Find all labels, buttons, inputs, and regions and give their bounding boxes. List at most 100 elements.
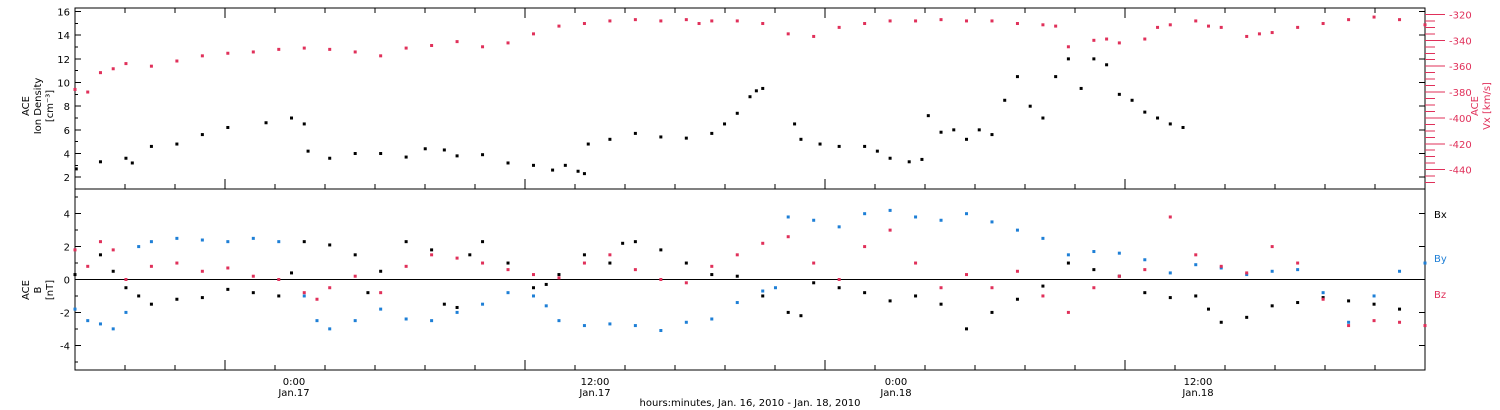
bfield-2-point-45: [1143, 268, 1147, 272]
legend-bz: Bz: [1434, 290, 1446, 301]
vx-0-point-48: [1156, 25, 1160, 29]
right-ylabel-line-2: Vx [km/s]: [1482, 82, 1493, 130]
density-0-point-0: [74, 167, 78, 171]
bfield-1-point-8: [200, 238, 204, 242]
density-0-point-9: [290, 116, 294, 120]
bfield-0-point-20: [455, 305, 459, 309]
top-ytick-label-7: 16: [57, 8, 70, 19]
bfield-0-point-54: [1206, 307, 1210, 311]
bfield-1-point-11: [277, 240, 281, 244]
density-0-point-65: [1168, 122, 1172, 126]
bfield-1-point-21: [506, 291, 510, 295]
vx-0-point-46: [1117, 41, 1121, 45]
vx-0-point-51: [1206, 24, 1210, 28]
density-0-point-10: [302, 122, 306, 126]
density-0-point-61: [1117, 92, 1121, 96]
bfield-0-point-14: [353, 253, 357, 257]
bfield-0-point-28: [608, 261, 612, 265]
bfield-0-point-29: [621, 241, 625, 245]
density-0-point-43: [888, 156, 892, 160]
bfield-2-point-38: [965, 273, 969, 277]
bfield-1-point-20: [481, 302, 485, 306]
vx-0-point-61: [1423, 23, 1427, 27]
bfield-1-point-57: [1372, 294, 1376, 298]
vx-0-point-24: [633, 18, 637, 22]
bfield-2-point-49: [1245, 271, 1249, 275]
top-ytick-label-0: 2: [64, 173, 70, 184]
bfield-1-point-39: [914, 215, 918, 219]
bfield-2-point-0: [73, 248, 77, 252]
density-0-point-4: [149, 144, 153, 148]
density-0-point-52: [1003, 98, 1007, 102]
vx-0-point-53: [1245, 34, 1249, 38]
bfield-0-point-16: [379, 269, 383, 273]
bfield-0-point-52: [1168, 296, 1172, 300]
density-0-point-6: [200, 133, 204, 137]
bfield-0-point-61: [1372, 302, 1376, 306]
vx-0-point-12: [328, 47, 332, 51]
bfield-1-point-55: [1321, 291, 1325, 295]
density-0-point-29: [659, 135, 663, 139]
vx-0-point-10: [277, 47, 281, 51]
density-0-point-24: [576, 169, 580, 173]
bfield-1-point-19: [455, 310, 459, 314]
bfield-2-point-7: [200, 269, 204, 273]
bfield-2-point-51: [1296, 261, 1300, 265]
bfield-1-point-17: [404, 317, 408, 321]
bfield-2-point-40: [1015, 269, 1019, 273]
density-0-point-36: [761, 86, 765, 90]
vx-0-point-36: [914, 19, 918, 23]
vx-0-point-7: [200, 54, 204, 58]
bfield-0-point-55: [1219, 320, 1223, 324]
bfield-0-point-32: [684, 261, 688, 265]
bfield-0-point-24: [531, 286, 535, 290]
bfield-2-point-36: [914, 261, 918, 265]
density-0-point-21: [531, 163, 535, 167]
bfield-2-point-53: [1347, 324, 1351, 328]
bfield-2-point-19: [481, 261, 485, 265]
vx-0-point-4: [124, 62, 128, 66]
bfield-1-point-14: [328, 327, 332, 331]
vx-0-point-41: [1041, 23, 1045, 27]
right-ytick-label-1: -340: [1449, 36, 1472, 47]
vx-0-point-25: [659, 19, 663, 23]
vx-0-point-5: [149, 64, 153, 68]
vx-0-point-56: [1296, 25, 1300, 29]
vx-0-point-15: [404, 46, 408, 50]
density-0-point-18: [455, 154, 459, 158]
bfield-2-point-18: [455, 256, 459, 260]
bfield-1-point-27: [633, 324, 637, 328]
right-ytick-label-0: -320: [1449, 10, 1472, 21]
top-panel-right-ticks: -320 -340 -360 -380 -400 -420 -440: [1425, 10, 1472, 184]
density-0-point-53: [1015, 75, 1019, 79]
bfield-0-point-23: [506, 261, 510, 265]
vx-0-point-20: [531, 32, 535, 36]
vx-0-point-31: [786, 32, 790, 36]
vx-0-point-42: [1054, 24, 1058, 28]
bfield-2-point-15: [379, 291, 383, 295]
bfield-2-point-3: [111, 248, 115, 252]
density-0-point-42: [875, 149, 879, 153]
vx-0-point-19: [506, 41, 510, 45]
vx-0-point-57: [1321, 22, 1325, 26]
bfield-1-point-35: [812, 218, 816, 222]
vx-0-point-50: [1194, 19, 1198, 23]
top-panel-points: [73, 15, 1427, 176]
right-ytick-label-2: -360: [1449, 62, 1472, 73]
legend-by: By: [1434, 254, 1447, 265]
density-0-point-38: [799, 137, 803, 141]
density-0-point-63: [1143, 110, 1147, 114]
vx-0-point-30: [761, 22, 765, 26]
vx-0-point-52: [1219, 25, 1223, 29]
density-0-point-25: [582, 172, 586, 176]
bfield-0-point-10: [277, 294, 281, 298]
bfield-0-point-13: [328, 243, 332, 247]
bfield-1-point-6: [149, 240, 153, 244]
right-ytick-label-6: -440: [1449, 166, 1472, 177]
bfield-2-point-50: [1270, 245, 1274, 249]
bfield-0-point-57: [1270, 304, 1274, 308]
bfield-0-point-51: [1143, 291, 1147, 295]
vx-0-point-9: [251, 50, 255, 54]
vx-0-point-60: [1398, 18, 1402, 22]
